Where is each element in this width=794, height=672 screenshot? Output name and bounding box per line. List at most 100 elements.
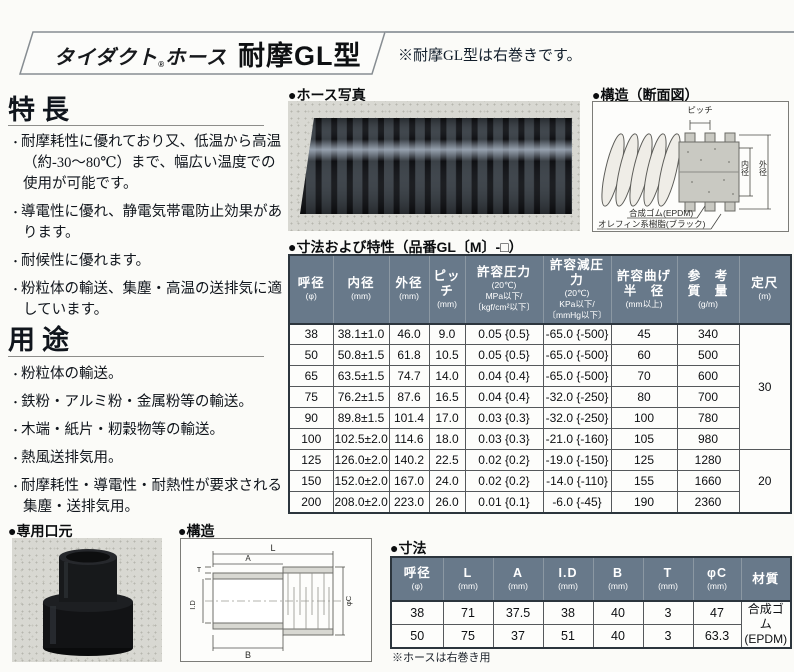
spec-col-header: 呼径 (φ) [288,254,334,325]
spec-cell: -21.0 {-160} [542,428,612,451]
dim-col-header: T (mm) [642,556,694,602]
spec-cell: 76.2±1.5 [332,386,390,409]
dim-ID-label: I.D [188,600,197,610]
spec-cell: 780 [676,407,740,430]
spec-cell: 152.0±2.0 [332,470,390,493]
spec-cell: 0.05 {0.5} [464,323,544,346]
spec-cell: 102.5±2.0 [332,428,390,451]
spec-table-body: 38 38.1±1.0 46.0 9.0 0.05 {0.5} -65.0 {-500} 4… [288,323,792,514]
dim-table-body: 38 71 37.5 38 40 3 47 合成ゴム (EPDM) 50 75 37 51 40 3 63.3 [390,600,792,649]
dim-A-label: A [245,554,251,563]
spec-cell: 100 [610,407,678,430]
structure-label: ●構造 [178,523,215,539]
spec-cell: -14.0 {-110} [542,470,612,493]
features-title: 特長 [8,95,76,125]
dim-cell: 40 [592,600,644,625]
header-note: ※耐摩GL型は右巻きです。 [398,48,582,64]
spec-cell: 9.0 [428,323,466,346]
dim-table: 呼径 (φ) L (mm) A (mm) I.D (mm) B (mm) T (mm) φC (mm) 材質… [390,556,792,649]
spec-row: 125 126.0±2.0 140.2 22.5 0.02 {0.2} -19.0 {-1… [288,449,792,514]
spec-cell: 0.02 {0.2} [464,470,544,493]
spec-cell: 0.03 {0.3} [464,407,544,430]
spec-cell: 1280 [676,449,740,472]
spec-cell: 50.8±1.5 [332,344,390,367]
dim-cell: 47 [692,600,742,625]
spec-cell: 80 [610,386,678,409]
spec-cell: 0.04 {0.4} [464,365,544,388]
spec-cell: 980 [676,428,740,451]
bullet-item: ・木端・紙片・籾穀物等の輸送。 [10,422,224,439]
resin-material-label: オレフィン系樹脂(ブラック) [598,219,706,229]
dim-col-header: 呼径 (φ) [390,556,444,602]
spec-cell: 63.5±1.5 [332,365,390,388]
bullet-item: ・鉄粉・アルミ粉・金属粉等の輸送。 [10,394,253,411]
spec-col-header: 許容減圧力 (20℃) KPa以下/〔mmHg以下〕 [542,254,612,325]
spec-cell: 167.0 [388,470,430,493]
dim-cell: 50 [390,624,444,649]
hose-photo-label: ●ホース写真 [288,87,366,103]
hose-photo-graphic [300,118,572,214]
spec-cell: 89.8±1.5 [332,407,390,430]
spec-cell: 0.05 {0.5} [464,344,544,367]
dim-cell: 51 [542,624,594,649]
dim-cell: 71 [442,600,494,625]
spec-cell: 60 [610,344,678,367]
dim-B-label: B [245,650,251,660]
dim-cell: 75 [442,624,494,649]
spec-cell: 101.4 [388,407,430,430]
spec-col-header: 外径 (mm) [388,254,430,325]
spec-cell: 50 [288,344,334,367]
spec-col-header: 許容圧力 (20℃) MPa以下/〔kgf/cm²以下〕 [464,254,544,325]
spec-row: 100 102.5±2.0 114.6 18.0 0.03 {0.3} -21.0 {-1… [288,428,791,451]
applications-rule [8,356,264,357]
spec-cell: -32.0 {-250} [542,386,612,409]
spec-cell: -65.0 {-500} [542,344,612,367]
mouthpiece-label: ●専用口元 [8,523,73,539]
structure-diagram: L A T I.D φC B [188,543,353,660]
spec-cell: 190 [610,491,678,514]
cross-section-box: ピッチ 内径 外径 合成ゴム(EPDM) オレフィン系樹脂(ブラック) [592,101,789,232]
spec-table-head-row: 呼径 (φ) 内径 (mm) 外径 (mm) ピッチ (mm) 許容圧力 (20℃) MPa以下/〔… [288,254,792,325]
spec-cell: 14.0 [428,365,466,388]
dim-col-header: A (mm) [492,556,544,602]
spec-cell: 125 [288,449,334,472]
spec-cell: 600 [676,365,740,388]
spec-cell: 126.0±2.0 [332,449,390,472]
brand-suffix: ホース [165,47,228,69]
bullet-item: ・耐摩耗性・導電性・耐熱性が要求される集塵・送排気用。 [10,478,282,516]
spec-cell: 38 [288,323,334,346]
spec-row: 150 152.0±2.0 167.0 24.0 0.02 {0.2} -14.0 {-1… [288,470,791,493]
spec-row: 38 38.1±1.0 46.0 9.0 0.05 {0.5} -65.0 {-500} 4… [288,323,792,451]
spec-table: 呼径 (φ) 内径 (mm) 外径 (mm) ピッチ (mm) 許容圧力 (20℃) MPa以下/〔… [288,254,792,514]
header-band-graphic [18,31,794,75]
dim-cell: 38 [390,600,444,625]
spec-cell: 26.0 [428,491,466,514]
spec-cell: 90 [288,407,334,430]
dim-cell: 3 [642,624,694,649]
features-list: ・耐摩耗性に優れており又、低温から高温（約-30～80℃）まで、幅広い温度での使… [10,132,288,328]
spec-col-header: 参 考質 量 (g/m) [676,254,740,325]
mouthpiece-photo-graphic [43,549,133,656]
spec-cell: 18.0 [428,428,466,451]
spec-fixed-length-cell: 20 [738,449,792,514]
spec-cell: -32.0 {-250} [542,407,612,430]
spec-row: 50 50.8±1.5 61.8 10.5 0.05 {0.5} -65.0 {-500}… [288,344,791,367]
spec-row: 200 208.0±2.0 223.0 26.0 0.01 {0.1} -6.0 {-45… [288,491,791,514]
spec-cell: 2360 [676,491,740,514]
product-name: 耐摩GL型 [238,41,362,71]
dim-cell: 37 [492,624,544,649]
spec-col-header: 許容曲げ半 径 (mm以上) [610,254,678,325]
spec-cell: 65 [288,365,334,388]
title-parallelogram [18,31,387,75]
spec-cell: 340 [676,323,740,346]
structure-box: L A T I.D φC B [180,538,372,662]
dim-cell: 3 [642,600,694,625]
dim-col-header: B (mm) [592,556,644,602]
dim-table-footnote: ※ホースは右巻き用 [392,652,491,664]
spec-cell: 500 [676,344,740,367]
spec-cell: -6.0 {-45} [542,491,612,514]
dim-table-head-row: 呼径 (φ) L (mm) A (mm) I.D (mm) B (mm) T (mm) φC (mm) 材質 [390,556,792,602]
spec-cell: 114.6 [388,428,430,451]
spec-cell: 700 [676,386,740,409]
